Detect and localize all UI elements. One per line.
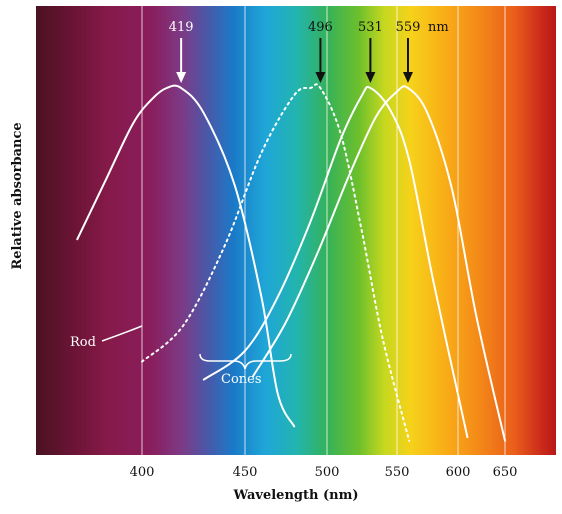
x-tick-label: 550 bbox=[385, 465, 410, 480]
peak-markers: 419 496 531 559 nm bbox=[169, 20, 449, 83]
absorbance-curves bbox=[76, 83, 506, 442]
peak-arrow-head bbox=[365, 72, 376, 83]
rod-leader-line bbox=[101, 325, 143, 342]
x-tick-label: 650 bbox=[493, 465, 518, 480]
cones-label: Cones bbox=[221, 372, 262, 387]
peak-unit-label: nm bbox=[428, 20, 449, 35]
curve-496 bbox=[141, 83, 411, 442]
peak-label: 531 bbox=[358, 20, 383, 35]
peak-arrow-head bbox=[315, 72, 326, 83]
x-tick-label: 450 bbox=[233, 465, 258, 480]
peak-label: 419 bbox=[169, 20, 194, 35]
peak-label: 559 bbox=[396, 20, 421, 35]
curve-559 bbox=[252, 85, 506, 442]
x-tick-label: 500 bbox=[315, 465, 340, 480]
x-axis-ticks: 400 450 500 550 600 650 bbox=[130, 465, 518, 480]
rod-label: Rod bbox=[70, 335, 96, 350]
x-tick-label: 600 bbox=[446, 465, 471, 480]
y-axis-title: Relative absorbance bbox=[10, 122, 25, 269]
spectrum-background bbox=[36, 6, 556, 455]
x-tick-label: 400 bbox=[130, 465, 155, 480]
curve-419 bbox=[76, 84, 296, 428]
peak-arrow-head bbox=[176, 72, 187, 83]
x-axis-title: Wavelength (nm) bbox=[233, 488, 359, 503]
curve-531 bbox=[202, 85, 469, 439]
peak-label: 496 bbox=[308, 20, 333, 35]
annotations: Rod Cones bbox=[70, 325, 292, 387]
peak-arrow-head bbox=[402, 72, 413, 83]
cones-brace bbox=[199, 353, 292, 370]
